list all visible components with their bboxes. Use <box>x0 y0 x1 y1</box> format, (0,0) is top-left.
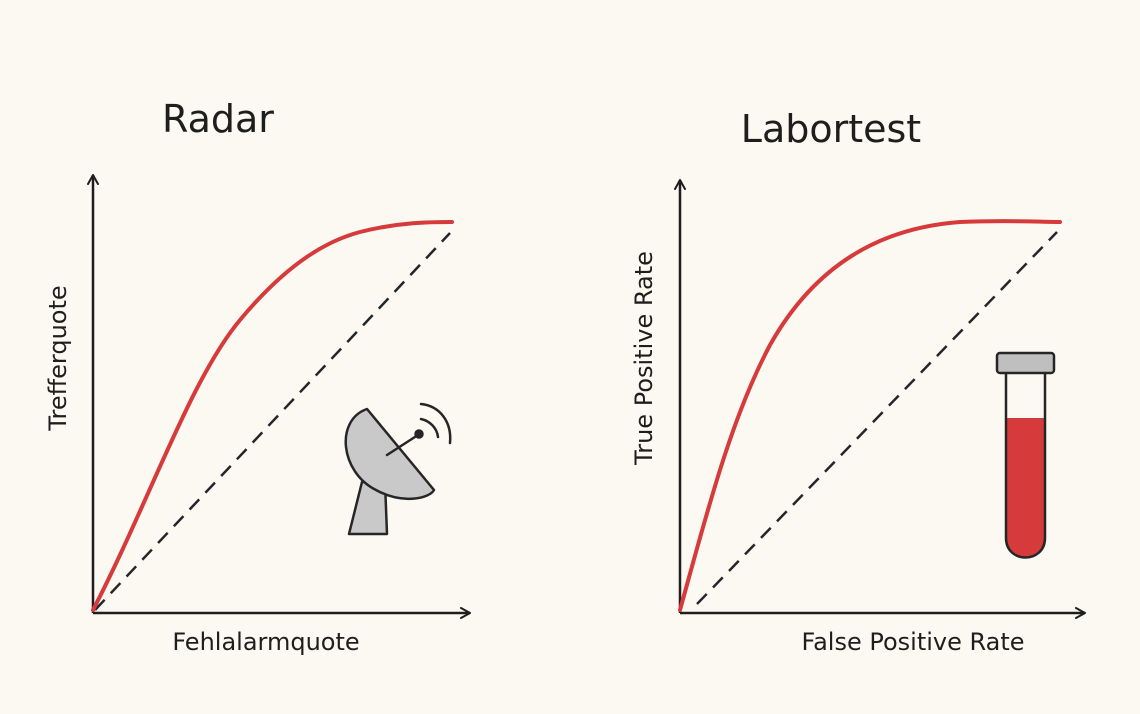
satellite-dish-icon <box>344 402 452 536</box>
y-axis-label-labortest: True Positive Rate <box>630 251 658 466</box>
x-axis-label-radar: Fehlalarmquote <box>172 628 359 656</box>
panel-radar: Radar Trefferquote Fehlalarmquote <box>44 97 471 656</box>
panel-title-labortest: Labortest <box>741 107 921 151</box>
chance-diagonal-radar <box>94 232 451 611</box>
panel-title-radar: Radar <box>162 97 274 141</box>
roc-curve-radar <box>91 220 454 612</box>
y-axis-label-radar: Trefferquote <box>44 285 72 431</box>
test-tube-icon <box>995 351 1056 559</box>
x-axis-label-labortest: False Positive Rate <box>801 628 1024 656</box>
roc-curve-labortest <box>678 219 1062 612</box>
panel-labortest: Labortest True Positive Rate False Posit… <box>630 107 1086 656</box>
chance-diagonal-labortest <box>696 231 1058 605</box>
